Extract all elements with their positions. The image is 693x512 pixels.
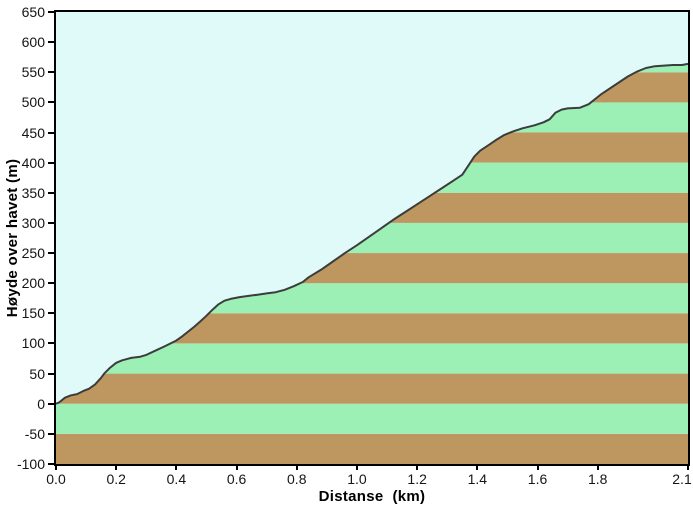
y-tick-mark bbox=[48, 101, 54, 104]
y-tick-mark bbox=[48, 131, 54, 134]
y-tick-mark bbox=[48, 252, 54, 255]
y-tick-mark bbox=[48, 463, 54, 465]
y-tick-mark bbox=[48, 221, 54, 224]
y-tick-mark bbox=[48, 11, 54, 13]
y-tick-label: 250 bbox=[21, 245, 45, 262]
x-tick-label: 1.8 bbox=[587, 471, 608, 487]
x-tick-label: 0.8 bbox=[287, 471, 307, 487]
x-tick-mark bbox=[536, 464, 539, 470]
y-tick-label: -50 bbox=[24, 425, 45, 442]
plot-svg bbox=[56, 12, 688, 464]
x-tick-mark bbox=[416, 464, 419, 470]
y-tick-label: 600 bbox=[21, 34, 45, 51]
y-tick-label: 50 bbox=[29, 365, 45, 382]
x-tick-label: 1.2 bbox=[407, 471, 427, 487]
y-tick-label: 650 bbox=[21, 4, 45, 20]
x-tick-mark bbox=[115, 464, 118, 470]
x-tick-mark bbox=[175, 464, 178, 470]
y-tick-label: 300 bbox=[21, 214, 45, 231]
x-tick-label: 0.0 bbox=[46, 471, 66, 487]
x-tick-label: 2.1 bbox=[672, 471, 692, 487]
y-tick-mark bbox=[48, 71, 54, 74]
x-tick-mark bbox=[235, 464, 238, 470]
x-tick-label: 1.4 bbox=[467, 471, 488, 487]
x-tick-mark bbox=[295, 464, 298, 470]
y-tick-label: 400 bbox=[21, 154, 45, 171]
x-tick-mark bbox=[596, 464, 599, 470]
x-tick-mark bbox=[476, 464, 479, 470]
y-tick-label: 550 bbox=[21, 64, 45, 81]
y-tick-label: 0 bbox=[37, 395, 45, 412]
elevation-band bbox=[56, 373, 688, 404]
elevation-band bbox=[56, 433, 688, 464]
x-tick-label: 0.2 bbox=[106, 471, 126, 487]
y-tick-mark bbox=[48, 282, 54, 285]
y-tick-mark bbox=[48, 41, 54, 44]
y-tick-label: 200 bbox=[21, 275, 45, 292]
x-tick-mark bbox=[355, 464, 358, 470]
y-tick-label: -100 bbox=[16, 456, 45, 472]
x-tick-label: 0.4 bbox=[166, 471, 187, 487]
y-tick-label: 100 bbox=[21, 335, 45, 352]
x-tick-mark bbox=[55, 464, 57, 470]
y-tick-mark bbox=[48, 432, 54, 435]
x-tick-mark bbox=[687, 464, 689, 470]
x-tick-label: 1.0 bbox=[347, 471, 367, 487]
x-axis-title: Distanse (km) bbox=[318, 488, 426, 505]
y-tick-mark bbox=[48, 312, 54, 315]
x-tick-label: 0.6 bbox=[226, 471, 247, 487]
y-tick-mark bbox=[48, 191, 54, 194]
plot-area bbox=[54, 10, 690, 466]
y-tick-mark bbox=[48, 402, 54, 405]
y-tick-mark bbox=[48, 161, 54, 164]
y-tick-label: 450 bbox=[21, 124, 45, 141]
y-tick-mark bbox=[48, 342, 54, 345]
x-tick-label: 1.6 bbox=[527, 471, 548, 487]
y-tick-label: 150 bbox=[21, 305, 45, 322]
y-tick-label: 350 bbox=[21, 184, 45, 201]
elevation-band bbox=[56, 403, 688, 434]
elevation-curve bbox=[56, 62, 688, 405]
y-tick-mark bbox=[48, 372, 54, 375]
y-tick-label: 500 bbox=[21, 94, 45, 111]
